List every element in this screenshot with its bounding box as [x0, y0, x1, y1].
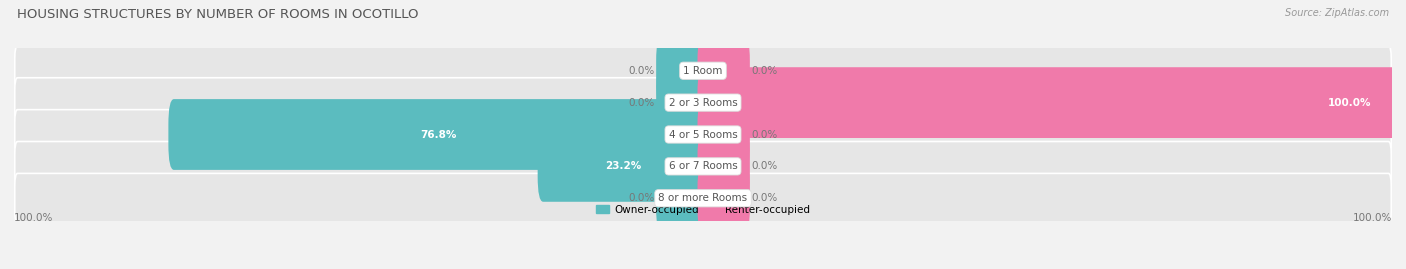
FancyBboxPatch shape	[697, 163, 749, 234]
Text: 2 or 3 Rooms: 2 or 3 Rooms	[669, 98, 737, 108]
Text: 1 Room: 1 Room	[683, 66, 723, 76]
FancyBboxPatch shape	[14, 141, 1392, 191]
Text: 6 or 7 Rooms: 6 or 7 Rooms	[669, 161, 737, 171]
Text: 8 or more Rooms: 8 or more Rooms	[658, 193, 748, 203]
FancyBboxPatch shape	[697, 67, 1398, 138]
FancyBboxPatch shape	[657, 35, 709, 106]
FancyBboxPatch shape	[169, 99, 709, 170]
Text: 100.0%: 100.0%	[14, 213, 53, 223]
FancyBboxPatch shape	[697, 131, 749, 202]
Text: 0.0%: 0.0%	[751, 66, 778, 76]
Legend: Owner-occupied, Renter-occupied: Owner-occupied, Renter-occupied	[592, 200, 814, 219]
FancyBboxPatch shape	[14, 110, 1392, 159]
Text: 4 or 5 Rooms: 4 or 5 Rooms	[669, 129, 737, 140]
Text: 0.0%: 0.0%	[628, 98, 655, 108]
Text: 0.0%: 0.0%	[751, 193, 778, 203]
Text: 0.0%: 0.0%	[751, 129, 778, 140]
FancyBboxPatch shape	[697, 35, 749, 106]
Text: HOUSING STRUCTURES BY NUMBER OF ROOMS IN OCOTILLO: HOUSING STRUCTURES BY NUMBER OF ROOMS IN…	[17, 8, 419, 21]
FancyBboxPatch shape	[537, 131, 709, 202]
Text: 100.0%: 100.0%	[1353, 213, 1392, 223]
Text: Source: ZipAtlas.com: Source: ZipAtlas.com	[1285, 8, 1389, 18]
Text: 23.2%: 23.2%	[605, 161, 641, 171]
FancyBboxPatch shape	[14, 78, 1392, 128]
FancyBboxPatch shape	[657, 67, 709, 138]
FancyBboxPatch shape	[14, 46, 1392, 95]
Text: 100.0%: 100.0%	[1327, 98, 1371, 108]
Text: 0.0%: 0.0%	[751, 161, 778, 171]
Text: 76.8%: 76.8%	[420, 129, 457, 140]
Text: 0.0%: 0.0%	[628, 66, 655, 76]
Text: 0.0%: 0.0%	[628, 193, 655, 203]
FancyBboxPatch shape	[657, 163, 709, 234]
FancyBboxPatch shape	[14, 174, 1392, 223]
FancyBboxPatch shape	[697, 99, 749, 170]
